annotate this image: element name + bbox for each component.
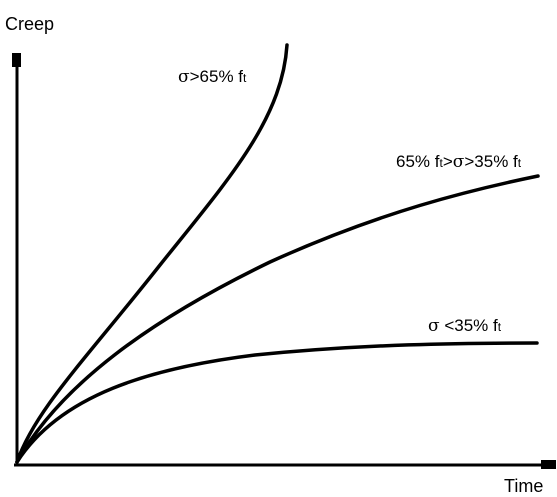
curve-label-medium: 65% ft>σ>35% ft (396, 152, 522, 172)
sigma-symbol: σ (178, 67, 190, 87)
curve-label-text: >35% f (464, 152, 518, 171)
y-axis-label: Creep (5, 14, 54, 34)
sigma-symbol: σ (453, 152, 465, 172)
curve-high-stress (15, 43, 289, 464)
curve-label-high: σ>65% ft (178, 67, 247, 87)
subscript-t: t (498, 320, 502, 334)
subscript-t: t (439, 156, 443, 170)
subscript-t: t (518, 156, 522, 170)
curve-label-text: > (443, 152, 453, 171)
curve-label-text: <35% f (440, 316, 498, 335)
x-axis-arrow-head (541, 460, 556, 469)
curve-label-low: σ <35% ft (428, 316, 502, 336)
subscript-t: t (243, 71, 247, 85)
curve-low-stress (15, 341, 539, 464)
y-axis-arrow-head (12, 53, 21, 67)
curve-label-text: >65% f (190, 67, 244, 86)
sigma-symbol: σ (428, 316, 440, 336)
x-axis-label: Time (504, 476, 543, 496)
curve-medium-stress (15, 174, 540, 464)
curve-label-text: 65% f (396, 152, 440, 171)
